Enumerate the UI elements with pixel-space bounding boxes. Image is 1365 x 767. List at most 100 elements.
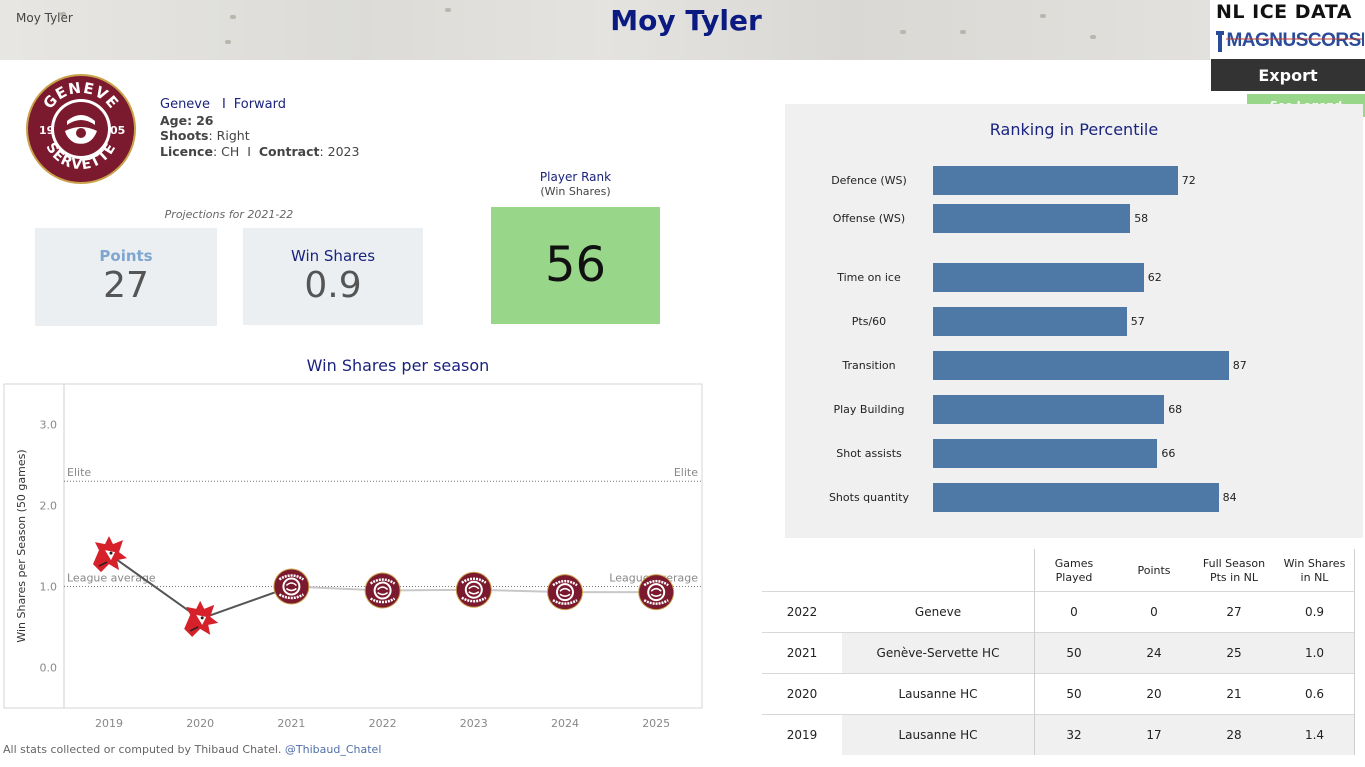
table-row: 2020 Lausanne HC 50 20 21 0.6: [762, 673, 1355, 714]
header-win-shares: Win Shares in NL: [1283, 557, 1346, 584]
ws-point-lausanne-lion-icon[interactable]: [93, 536, 127, 573]
ranking-bar-label: Offense (WS): [832, 212, 906, 225]
ws-point-lausanne-lion-icon[interactable]: [184, 600, 219, 637]
player-age: 26: [196, 112, 214, 128]
cell-win-shares: 1.4: [1274, 715, 1355, 755]
svg-text:19: 19: [39, 124, 54, 137]
team-logo-geneve-servette: GENEVE SERVETTE 19 05: [26, 74, 136, 184]
ws-line-segment: [108, 553, 201, 620]
ranking-bar[interactable]: [933, 439, 1158, 468]
ranking-bar[interactable]: [933, 307, 1127, 336]
export-button[interactable]: Export: [1211, 59, 1365, 91]
twitter-link[interactable]: @Thibaud_Chatel: [284, 743, 382, 756]
ws-reference-label-right: Elite: [674, 466, 698, 479]
cell-season: 2022: [786, 605, 818, 619]
ws-point-geneve-logo[interactable]: [547, 574, 583, 611]
ranking-bar-value: 62: [1147, 271, 1162, 284]
ws-point-geneve-logo[interactable]: [455, 571, 492, 608]
ranking-bar-value: 68: [1168, 403, 1183, 416]
ws-reference-label-left: Elite: [67, 466, 91, 479]
ranking-bar-label: Shots quantity: [828, 491, 910, 504]
ranking-bar-row[interactable]: Time on ice 62: [785, 263, 1363, 293]
ranking-bar-label: Transition: [842, 359, 896, 372]
player-licence: : CH: [212, 143, 240, 159]
ranking-bar-row[interactable]: Shots quantity 84: [785, 483, 1363, 513]
header-banner: Moy Tyler Moy Tyler: [0, 0, 1210, 60]
cell-points: 24: [1114, 633, 1194, 673]
ws-x-tick-label: 2020: [186, 717, 214, 730]
ranking-bar-value: 84: [1222, 491, 1237, 504]
ranking-bar-row[interactable]: Offense (WS) 58: [785, 204, 1363, 234]
header-points: Points: [1137, 564, 1171, 577]
player-shoots: : Right: [208, 128, 250, 143]
cell-win-shares: 1.0: [1274, 633, 1355, 673]
ranking-bar-label: Defence (WS): [831, 174, 907, 187]
table-row: 2019 Lausanne HC 32 17 28 1.4: [762, 714, 1355, 755]
cell-full-season-pts: 27: [1226, 605, 1242, 619]
ranking-bar-label: Pts/60: [851, 315, 887, 328]
ws-x-tick-label: 2023: [460, 717, 488, 730]
ws-y-tick-label: 1.0: [40, 581, 58, 594]
player-contract: : 2023: [319, 143, 360, 159]
win-shares-chart-title: Win Shares per season: [306, 356, 490, 375]
ranking-bar[interactable]: [933, 351, 1229, 380]
player-rank-subtitle: (Win Shares): [540, 185, 611, 198]
ranking-bar[interactable]: [933, 395, 1165, 424]
ranking-bar[interactable]: [933, 204, 1131, 233]
ws-y-axis-label: Win Shares per Season (50 games): [15, 449, 28, 642]
ranking-bar-label: Time on ice: [837, 271, 901, 284]
cell-full-season-pts: 25: [1194, 633, 1274, 673]
points-kpi-card: Points 27: [35, 228, 217, 326]
projections-caption: Projections for 2021-22: [164, 208, 294, 221]
ranking-title: Ranking in Percentile: [989, 120, 1159, 139]
contract-label: Contract: [258, 143, 320, 159]
age-label: Age:: [160, 112, 193, 128]
table-row: 2021 Genève-Servette HC 50 24 25 1.0: [762, 632, 1355, 673]
info-separator: I: [221, 97, 226, 112]
win-shares-kpi-label: Win Shares: [290, 247, 376, 265]
ranking-bar-row[interactable]: Shot assists 66: [785, 439, 1363, 469]
ranking-bar-row[interactable]: Defence (WS) 72: [785, 166, 1363, 196]
cell-games-played: 50: [1066, 687, 1082, 701]
ws-point-geneve-logo[interactable]: [364, 572, 401, 609]
ws-x-tick-label: 2022: [369, 717, 397, 730]
brand-magnus-logo: MAGNUSCORSI: [1214, 28, 1364, 53]
ws-y-tick-label: 0.0: [40, 662, 58, 675]
ws-point-geneve-logo[interactable]: [273, 568, 310, 605]
ws-y-tick-label: 2.0: [40, 500, 58, 513]
win-shares-kpi-value: 0.9: [304, 265, 362, 306]
info-separator-2: I: [247, 143, 251, 159]
ws-y-tick-label: 3.0: [40, 419, 58, 432]
header-player-name: Moy Tyler: [16, 11, 73, 25]
ranking-bar-value: 66: [1161, 447, 1176, 460]
cell-team: Genève-Servette HC: [842, 633, 1034, 673]
ranking-bar[interactable]: [933, 166, 1178, 195]
ranking-bar-label: Shot assists: [836, 447, 902, 460]
svg-text:MAGNUSCORSI: MAGNUSCORSI: [1226, 30, 1364, 51]
cell-season: 2021: [786, 646, 818, 660]
licence-label: Licence: [160, 143, 213, 159]
cell-full-season-pts: 28: [1194, 715, 1274, 755]
player-rank-value: 56: [491, 207, 660, 324]
ws-x-tick-label: 2024: [551, 717, 579, 730]
player-rank-title: Player Rank: [539, 170, 612, 184]
footer-text: All stats collected or computed by Thiba…: [3, 743, 282, 756]
win-shares-kpi-card: Win Shares 0.9: [243, 228, 423, 325]
ranking-bar[interactable]: [933, 263, 1144, 292]
ranking-bar-value: 72: [1181, 174, 1196, 187]
player-position: Forward: [233, 97, 287, 112]
cell-points: 20: [1146, 687, 1162, 701]
ws-point-geneve-logo[interactable]: [638, 574, 675, 611]
cell-team: Lausanne HC: [842, 715, 1034, 755]
win-shares-chart: 0.0 1.0 2.0 3.0 Win Shares per Season (50 ga…: [3, 383, 703, 730]
ranking-bar-value: 87: [1232, 359, 1247, 372]
career-table-header: Games Played Points Full Season Pts in NL …: [762, 549, 1355, 591]
ranking-bar[interactable]: [933, 483, 1219, 512]
cell-games-played: 32: [1034, 715, 1114, 755]
ranking-bar-row[interactable]: Transition 87: [785, 351, 1363, 381]
cell-games-played: 0: [1070, 605, 1078, 619]
ranking-bar-row[interactable]: Play Building 68: [785, 395, 1363, 425]
ranking-bar-row[interactable]: Pts/60 57: [785, 307, 1363, 337]
ranking-bar-value: 57: [1130, 315, 1145, 328]
cell-team: Lausanne HC: [898, 687, 978, 701]
